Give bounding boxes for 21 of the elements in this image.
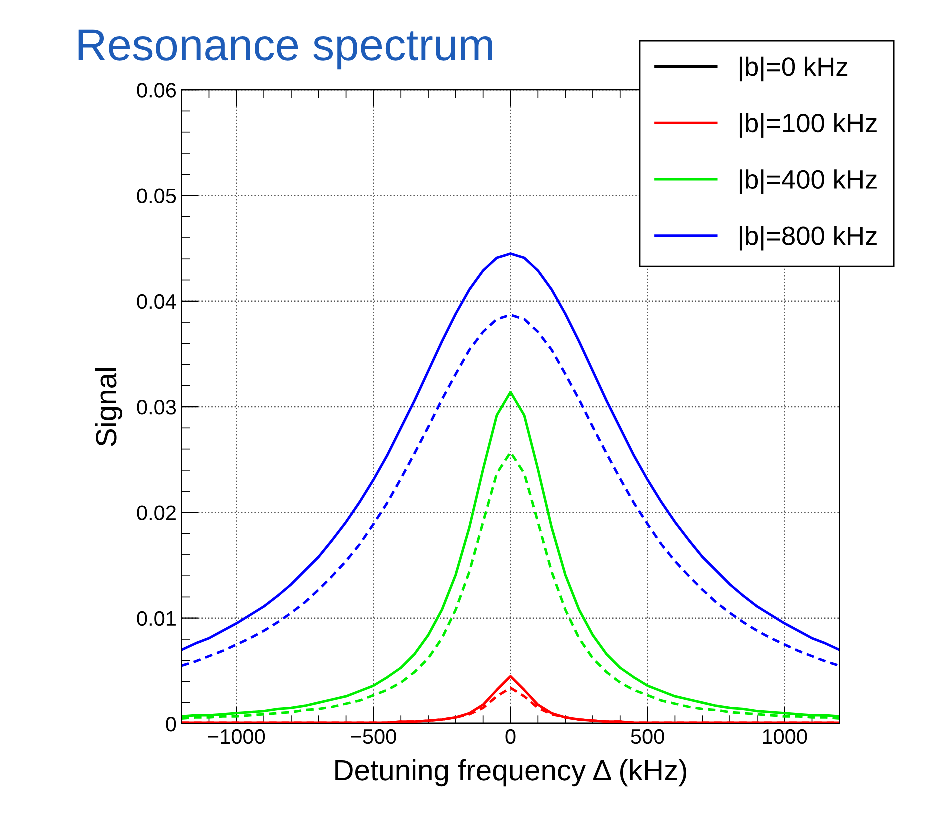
legend-label: |b|=800 kHz	[740, 226, 877, 251]
x-tick-label: 1000	[763, 729, 808, 744]
chart-title: Resonance spectrum	[78, 30, 492, 70]
legend-label: |b|=0 kHz	[740, 56, 848, 82]
y-tick-label: 0.01	[137, 611, 176, 626]
legend-label: |b|=400 kHz	[740, 170, 877, 194]
x-tick-label: 500	[631, 729, 664, 744]
x-axis-title: Detuning frequency Δ (kHz)	[336, 759, 686, 787]
y-tick-label: 0.05	[137, 188, 176, 204]
x-tick-label: −500	[351, 729, 396, 744]
x-tick-label: −1000	[208, 729, 266, 744]
y-tick-label: 0.02	[137, 506, 176, 520]
x-tick-label: 0	[506, 729, 516, 744]
y-tick-label: 0	[166, 716, 176, 732]
legend-label: |b|=100 kHz	[740, 113, 877, 138]
line-series	[182, 252, 840, 652]
y-tick-label: 0.06	[137, 83, 176, 98]
y-tick-label: 0.03	[137, 400, 176, 415]
y-axis-title: Signal	[95, 368, 123, 446]
y-tick-label: 0.04	[137, 294, 176, 310]
line-series	[182, 314, 840, 668]
